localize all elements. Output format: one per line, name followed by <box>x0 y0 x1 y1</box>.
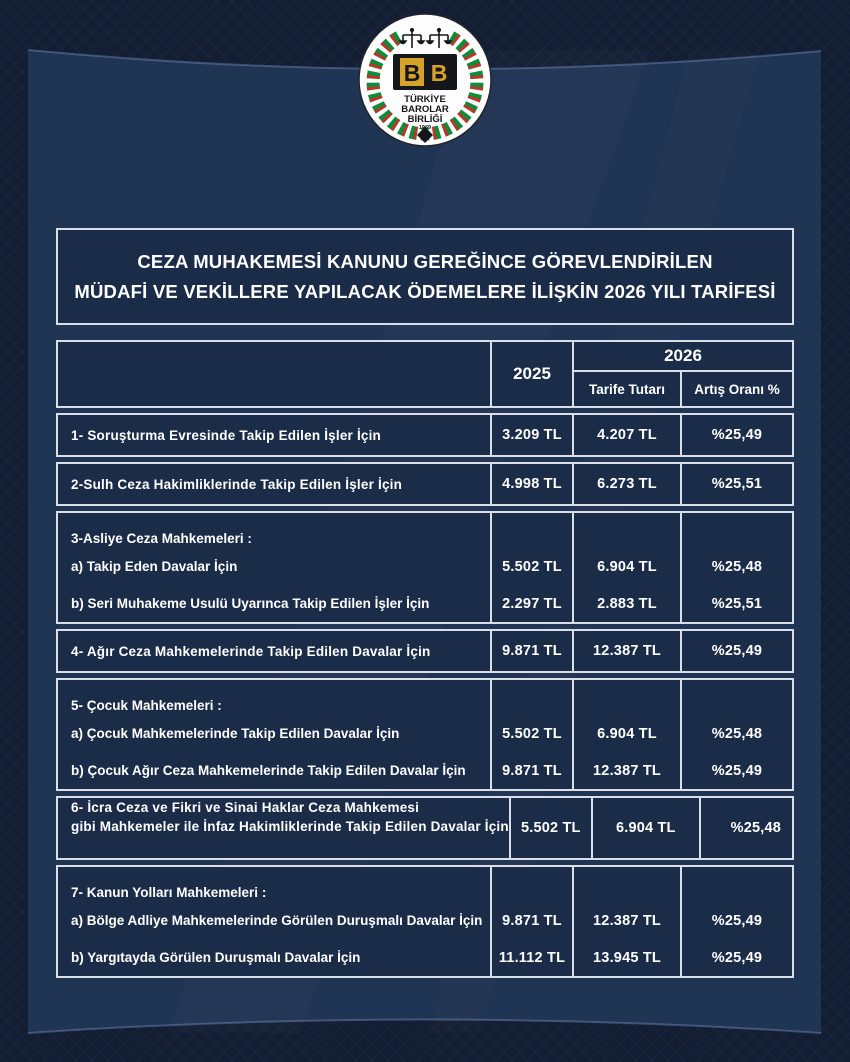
value-2025: 5.502 TL <box>490 715 572 752</box>
divider <box>490 867 572 902</box>
header-artis-orani: Artış Oranı % <box>680 372 792 406</box>
value-2026: 4.207 TL <box>572 415 680 455</box>
divider <box>572 513 680 548</box>
value-artis: %25,48 <box>680 548 792 585</box>
value-artis: %25,51 <box>680 585 792 622</box>
row-heading: 3-Asliye Ceza Mahkemeleri : <box>71 531 252 546</box>
header-2026: 2026 <box>572 342 792 372</box>
value-artis: %25,49 <box>680 752 792 789</box>
table-row-4: 4- Ağır Ceza Mahkemelerinde Takip Edilen… <box>56 629 794 673</box>
table-header: 2025 2026 Tarife Tutarı Artış Oranı % <box>56 340 794 408</box>
laurel-wreath-icon <box>366 31 484 143</box>
value-artis: %25,49 <box>680 902 792 939</box>
value-2026: 13.945 TL <box>572 939 680 976</box>
divider <box>572 867 680 902</box>
monogram-right: B <box>431 60 448 86</box>
header-empty-cell <box>58 342 490 406</box>
row-sublabel: b) Seri Muhakeme Usulü Uyarınca Takip Ed… <box>71 596 430 611</box>
logo-text: TÜRKİYE BAROLAR BİRLİĞİ 1969 <box>401 94 449 131</box>
value-artis: %25,51 <box>680 464 792 504</box>
logo-year: 1969 <box>419 125 431 131</box>
value-artis: %25,49 <box>680 415 792 455</box>
title-box: CEZA MUHAKEMESİ KANUNU GEREĞİNCE GÖREVLE… <box>56 228 794 325</box>
monogram-left: B <box>404 60 421 86</box>
table-row-2: 2-Sulh Ceza Hakimliklerinde Takip Edilen… <box>56 462 794 506</box>
row-sublabel: b) Yargıtayda Görülen Duruşmalı Davalar … <box>71 950 361 965</box>
value-2025: 9.871 TL <box>490 752 572 789</box>
value-2026: 6.273 TL <box>572 464 680 504</box>
value-2025: 5.502 TL <box>508 798 591 858</box>
value-2026: 6.904 TL <box>590 798 699 858</box>
row-label: 1- Soruşturma Evresinde Takip Edilen İşl… <box>71 427 381 443</box>
row-label: 2-Sulh Ceza Hakimliklerinde Takip Edilen… <box>71 476 403 492</box>
row-sublabel: a) Takip Eden Davalar İçin <box>71 559 238 574</box>
table-row-1: 1- Soruşturma Evresinde Takip Edilen İşl… <box>56 413 794 457</box>
table-row-5: 5- Çocuk Mahkemeleri : a) Çocuk Mahkemel… <box>56 678 794 791</box>
value-2025: 11.112 TL <box>490 939 572 976</box>
value-artis: %25,49 <box>680 631 792 671</box>
value-2025: 5.502 TL <box>490 548 572 585</box>
value-2026: 12.387 TL <box>572 631 680 671</box>
value-2025: 3.209 TL <box>490 415 572 455</box>
page-title-line1: CEZA MUHAKEMESİ KANUNU GEREĞİNCE GÖREVLE… <box>137 250 713 272</box>
value-2026: 12.387 TL <box>572 902 680 939</box>
page-title-line2: MÜDAFİ VE VEKİLLERE YAPILACAK ÖDEMELERE … <box>74 280 776 302</box>
table-row-3: 3-Asliye Ceza Mahkemeleri : a) Takip Ede… <box>56 511 794 624</box>
row-heading: 5- Çocuk Mahkemeleri : <box>71 698 222 713</box>
value-artis: %25,48 <box>698 798 811 858</box>
tariff-table: 2025 2026 Tarife Tutarı Artış Oranı % 1-… <box>56 340 794 983</box>
row-label: 6- İcra Ceza ve Fikri ve Sinai Haklar Ce… <box>58 798 509 858</box>
divider <box>680 867 792 902</box>
value-2026: 12.387 TL <box>572 752 680 789</box>
row-sublabel: a) Çocuk Mahkemelerinde Takip Edilen Dav… <box>71 726 400 741</box>
divider <box>680 513 792 548</box>
table-row-7: 7- Kanun Yolları Mahkemeleri : a) Bölge … <box>56 865 794 978</box>
value-2026: 2.883 TL <box>572 585 680 622</box>
value-artis: %25,48 <box>680 715 792 752</box>
row-label: 4- Ağır Ceza Mahkemelerinde Takip Edilen… <box>71 643 431 659</box>
value-2025: 9.871 TL <box>490 902 572 939</box>
row-label-line2: gibi Mahkemeler ile İnfaz Hakimliklerind… <box>71 819 509 834</box>
divider <box>680 680 792 715</box>
row-sublabel: b) Çocuk Ağır Ceza Mahkemelerinde Takip … <box>71 763 466 778</box>
table-row-6: 6- İcra Ceza ve Fikri ve Sinai Haklar Ce… <box>56 796 794 860</box>
divider <box>572 680 680 715</box>
row-heading: 7- Kanun Yolları Mahkemeleri : <box>71 885 267 900</box>
value-artis: %25,49 <box>680 939 792 976</box>
row-label-line1: 6- İcra Ceza ve Fikri ve Sinai Haklar Ce… <box>71 800 420 815</box>
value-2026: 6.904 TL <box>572 548 680 585</box>
header-tarife-tutari: Tarife Tutarı <box>572 372 680 406</box>
value-2025: 9.871 TL <box>490 631 572 671</box>
logo-line2: BAROLAR <box>401 104 449 115</box>
logo-line3: BİRLİĞİ <box>408 113 443 125</box>
tb-monogram: B B <box>393 54 457 90</box>
tbb-logo: B B TÜRKİYE BAROLAR BİRLİĞİ 1969 <box>358 13 492 147</box>
header-2025: 2025 <box>490 342 572 406</box>
value-2025: 2.297 TL <box>490 585 572 622</box>
value-2025: 4.998 TL <box>490 464 572 504</box>
divider <box>490 513 572 548</box>
divider <box>490 680 572 715</box>
row-sublabel: a) Bölge Adliye Mahkemelerinde Görülen D… <box>71 913 483 928</box>
value-2026: 6.904 TL <box>572 715 680 752</box>
scales-icon <box>398 27 453 48</box>
logo-line1: TÜRKİYE <box>404 94 446 105</box>
